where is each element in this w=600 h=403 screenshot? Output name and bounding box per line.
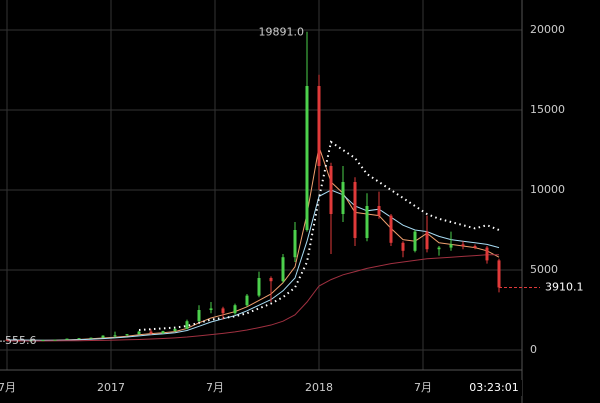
x-tick-label: 7月: [0, 381, 16, 394]
x-tick-label: 2017: [97, 381, 125, 394]
candle-body: [353, 182, 357, 238]
candle-body: [65, 338, 69, 340]
candle-body: [209, 308, 213, 310]
candle-body: [5, 339, 9, 341]
candle-body: [413, 231, 417, 251]
candle-body: [257, 278, 261, 296]
min-price-label: 555.6: [5, 334, 37, 347]
y-tick-label: 0: [530, 343, 537, 356]
candle-body: [245, 295, 249, 306]
candle-body: [341, 182, 345, 214]
peak-label: 19891.0: [259, 26, 305, 39]
candle-body: [161, 331, 165, 334]
candle-body: [401, 242, 405, 251]
ma-line: [7, 254, 499, 342]
candle-body: [449, 244, 453, 248]
countdown-bg: [466, 380, 522, 396]
candle-body: [137, 331, 141, 335]
candle-body: [17, 340, 21, 342]
candle-body: [41, 340, 45, 342]
ma-line: [6, 189, 500, 341]
candle-body: [425, 231, 429, 250]
candle-body: [233, 305, 237, 314]
candle-body: [485, 247, 489, 261]
candle-body: [497, 260, 501, 288]
candle-body: [317, 86, 321, 166]
candle-body: [221, 308, 225, 314]
candle-body: [437, 247, 441, 250]
ma-line: [138, 140, 500, 331]
candle-body: [53, 339, 57, 341]
candle-body: [293, 230, 297, 258]
candle-body: [377, 206, 381, 216]
candle-body: [269, 278, 273, 282]
y-tick-label: 20000: [530, 23, 565, 36]
candle-body: [365, 206, 369, 238]
y-tick-label: 15000: [530, 103, 565, 116]
x-tick-label: 2018: [305, 381, 333, 394]
candle-body: [473, 246, 477, 248]
x-tick-label: 7月: [206, 381, 224, 394]
candle-body: [389, 215, 393, 243]
candle-body: [77, 338, 81, 340]
candle-body: [125, 334, 129, 336]
candle-body: [197, 310, 201, 322]
countdown: 03:23:01: [469, 381, 518, 394]
candle-body: [173, 328, 177, 332]
candle-body: [29, 340, 33, 342]
candle-body: [113, 335, 117, 337]
candle-body: [329, 166, 333, 214]
candle-body: [149, 331, 153, 334]
candle-body: [281, 257, 285, 282]
y-tick-label: 5000: [530, 263, 558, 276]
candle-body: [305, 86, 309, 230]
candle-body: [461, 244, 465, 246]
candle-body: [89, 337, 93, 339]
last-price-label: 3910.1: [545, 280, 584, 293]
candle-body: [185, 321, 189, 329]
x-tick-label: 7月: [414, 381, 432, 394]
candle-body: [101, 335, 105, 338]
y-tick-label: 10000: [530, 183, 565, 196]
